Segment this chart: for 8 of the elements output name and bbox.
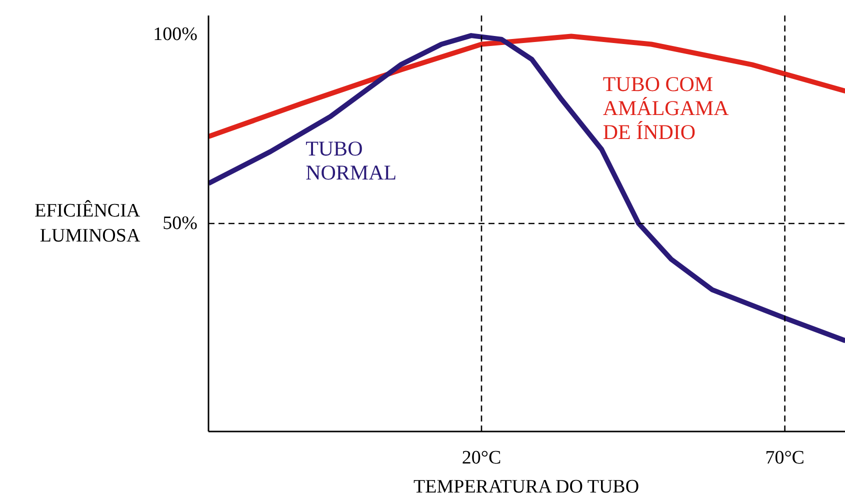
y-axis-title: EFICIÊNCIA LUMINOSA [34, 199, 140, 247]
x-tick-label: 20°C [462, 448, 502, 468]
y-tick-label: 100% [153, 24, 198, 45]
series-label: TUBO COM AMÁLGAMA DE ÍNDIO [602, 72, 730, 144]
x-axis-title: TEMPERATURA DO TUBO [414, 476, 640, 498]
x-tick-label: 70°C [765, 448, 804, 468]
series-label: TUBO NORMAL [306, 136, 397, 185]
y-tick-label: 50% [162, 213, 198, 234]
